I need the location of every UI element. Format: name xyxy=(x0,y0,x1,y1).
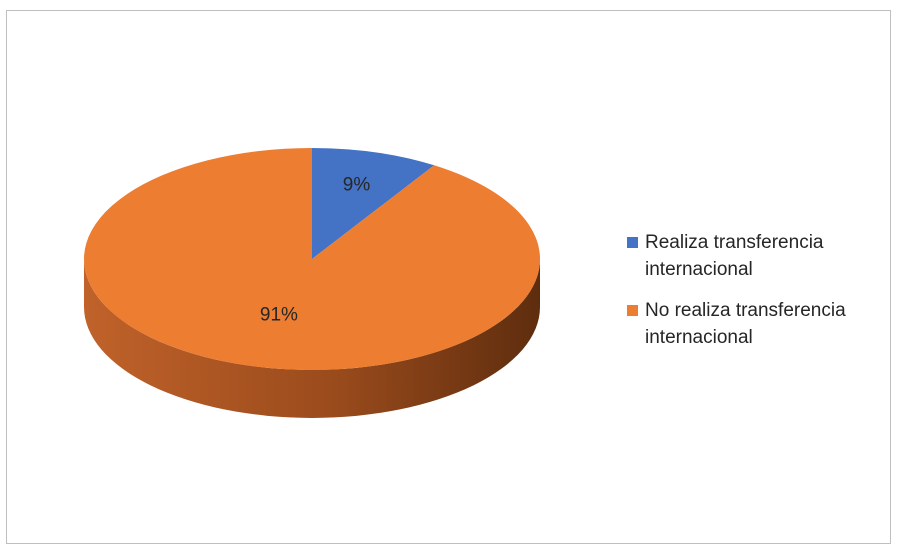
pie-side-layer xyxy=(84,259,540,418)
pie-top-layer xyxy=(83,148,540,370)
legend-item-realiza: Realiza transferencia internacional xyxy=(623,229,893,283)
legend-label-no-realiza: No realiza transferencia internacional xyxy=(645,300,846,348)
pie-slice-1 xyxy=(83,148,540,370)
legend-label-realiza: Realiza transferencia internacional xyxy=(645,232,824,280)
legend-item-no-realiza: No realiza transferencia internacional xyxy=(623,297,893,351)
chart-area: 9% 91% Realiza transferencia internaciona… xyxy=(6,10,891,544)
pie-side-1 xyxy=(84,259,540,418)
pie-label-layer: 9% 91% xyxy=(260,174,370,325)
pie-slice-0 xyxy=(312,148,435,259)
data-label-1: 91% xyxy=(260,304,298,325)
legend-swatch-realiza xyxy=(627,237,638,248)
legend-swatch-no-realiza xyxy=(627,305,638,316)
data-label-0: 9% xyxy=(343,174,371,195)
legend: Realiza transferencia internacional No r… xyxy=(623,229,893,365)
pie-chart: 9% 91% xyxy=(83,148,540,418)
